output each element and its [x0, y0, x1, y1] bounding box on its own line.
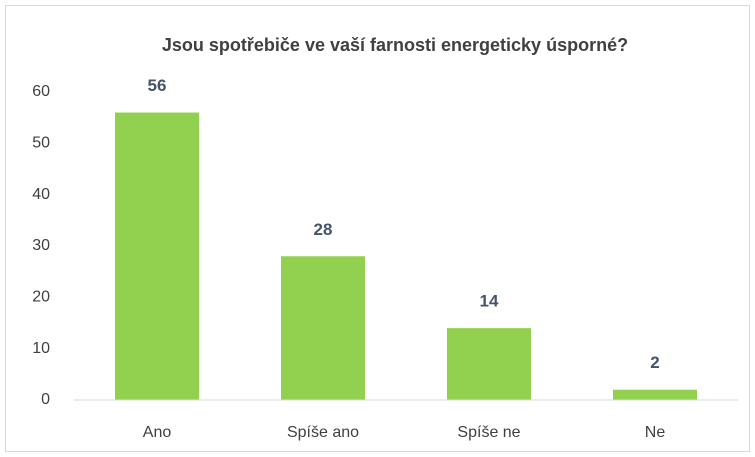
data-label: 14 [480, 292, 499, 311]
y-tick-label: 20 [32, 289, 50, 306]
data-label: 56 [148, 76, 167, 95]
y-tick-label: 50 [32, 135, 50, 152]
y-tick-label: 10 [32, 340, 50, 357]
chart-title: Jsou spotřebiče ve vaší farnosti energet… [162, 35, 628, 55]
data-label: 2 [650, 353, 659, 372]
x-tick-label: Spíše ano [287, 424, 359, 441]
y-tick-label: 30 [32, 237, 50, 254]
y-tick-label: 0 [41, 391, 50, 408]
x-tick-label: Ne [645, 424, 666, 441]
x-tick-label: Spíše ne [457, 424, 520, 441]
bar [447, 328, 531, 400]
bar [613, 389, 697, 400]
bar [115, 112, 199, 401]
data-label: 28 [314, 220, 333, 239]
x-tick-label: Ano [143, 424, 172, 441]
y-tick-label: 60 [32, 83, 50, 100]
bar [281, 256, 365, 400]
y-tick-label: 40 [32, 186, 50, 203]
